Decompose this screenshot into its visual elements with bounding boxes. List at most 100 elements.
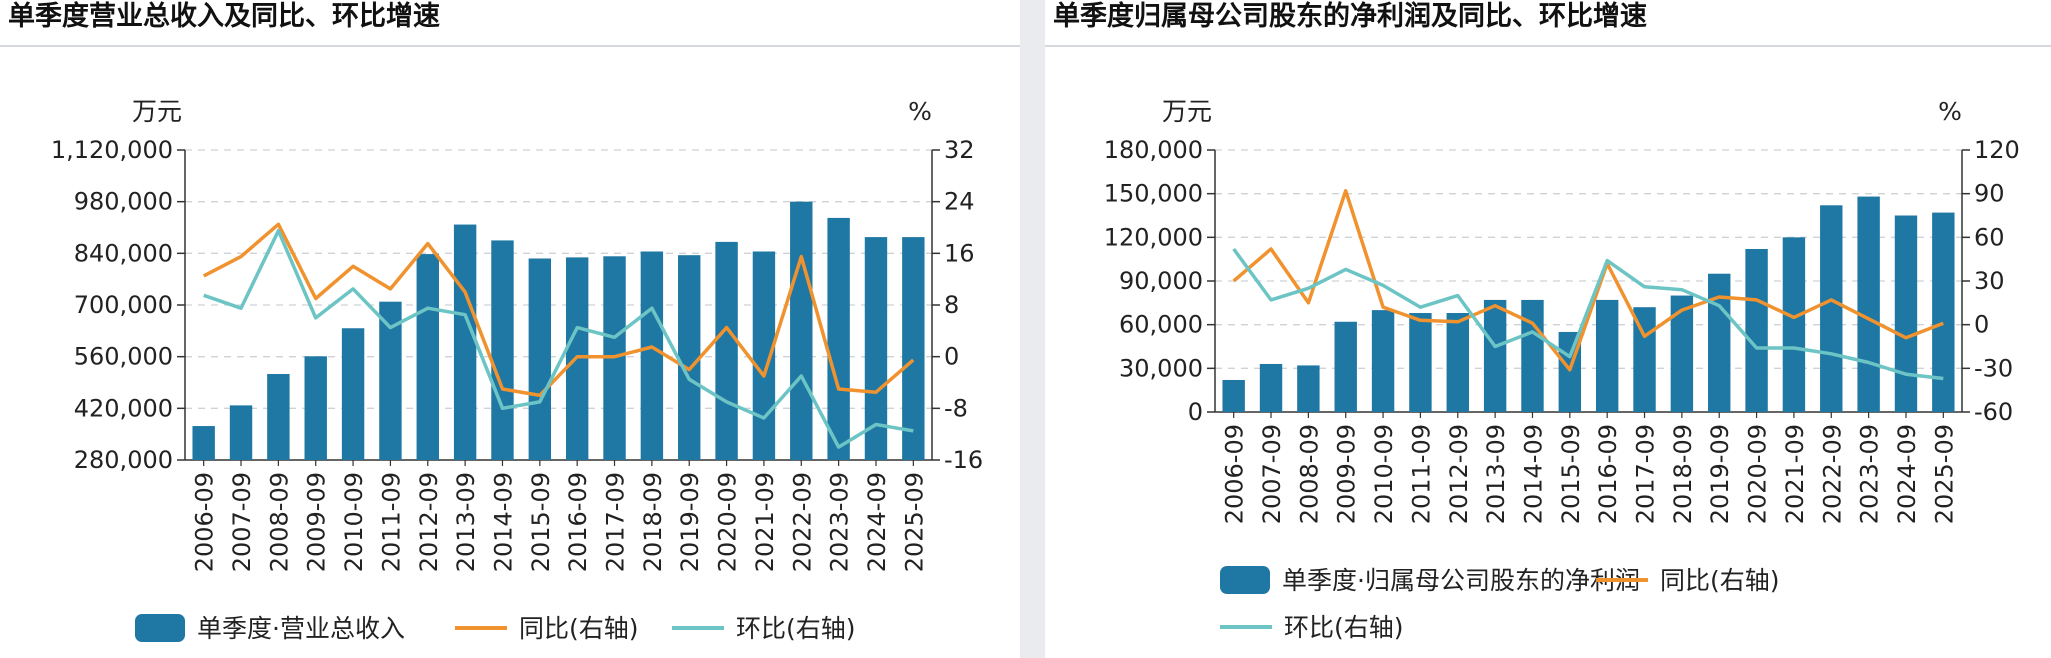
bar <box>1334 321 1357 412</box>
x-tick-label: 2009-09 <box>303 472 331 572</box>
x-tick-label: 2018-09 <box>639 472 667 572</box>
bar <box>902 237 925 460</box>
bar <box>1222 379 1245 412</box>
bar <box>678 255 701 460</box>
x-tick-label: 2021-09 <box>1781 424 1809 524</box>
chart-panel-revenue: 单季度营业总收入及同比、环比增速 280,000 420,000 560,000 70… <box>0 0 1020 658</box>
y-tick-label: 90,000 <box>1119 267 1203 295</box>
y2-tick-label: 60 <box>1974 223 2005 251</box>
revenue-chart: 280,000 420,000 560,000 700,000 840,000 980,0… <box>51 97 983 643</box>
y2-tick-label: 24 <box>944 188 975 216</box>
bar <box>1782 237 1806 412</box>
qoq-line <box>203 228 914 449</box>
title-divider <box>0 45 1020 47</box>
x-tick-label: 2013-09 <box>1482 424 1510 524</box>
legend-label-bar: 单季度·营业总收入 <box>197 614 405 643</box>
y-tick-label: 150,000 <box>1104 180 1203 208</box>
yoy-line <box>1232 189 1944 372</box>
bar <box>1259 363 1283 412</box>
x-tick-label: 2006-09 <box>191 472 219 572</box>
chart-title: 单季度营业总收入及同比、环比增速 <box>8 1 440 32</box>
y-tick-label: 0 <box>1188 398 1203 426</box>
x-tick-label: 2020-09 <box>714 472 742 572</box>
legend-label-yoy: 同比(右轴) <box>1660 566 1780 595</box>
x-tick-label: 2025-09 <box>1930 424 1958 524</box>
x-tick-label: 2011-09 <box>1407 424 1435 524</box>
bar <box>1745 248 1768 412</box>
y-tick-label: 560,000 <box>74 343 173 371</box>
bar <box>1670 295 1694 412</box>
y-tick-label: 120,000 <box>1104 223 1203 251</box>
legend-swatch-bar <box>1220 566 1270 594</box>
x-tick-label: 2016-09 <box>564 472 592 572</box>
bar <box>1521 299 1544 412</box>
x-tick-label: 2011-09 <box>377 472 405 572</box>
y2-tick-label: -8 <box>944 394 968 422</box>
bar <box>1932 212 1955 412</box>
y-tick-label: 980,000 <box>74 188 173 216</box>
bar <box>528 258 552 460</box>
x-tick-label: 2019-09 <box>1706 424 1734 524</box>
bar <box>1708 273 1731 412</box>
x-tick-label: 2007-09 <box>228 472 256 572</box>
x-tick-label: 2014-09 <box>489 472 517 572</box>
bar <box>453 224 477 460</box>
y2-unit-label: % <box>1938 97 1962 126</box>
bar <box>1820 205 1843 412</box>
chart-panel-net-profit: 单季度归属母公司股东的净利润及同比、环比增速 0 30,000 60,000 90,0… <box>1045 0 2051 658</box>
x-tick-label: 2022-09 <box>788 472 816 572</box>
x-tick-label: 2015-09 <box>1557 424 1585 524</box>
x-tick-label: 2023-09 <box>1856 424 1884 524</box>
bar <box>1857 196 1880 412</box>
y-unit-label: 万元 <box>132 97 182 126</box>
bar <box>640 251 664 460</box>
y2-tick-label: -60 <box>1974 398 2013 426</box>
y2-tick-label: 0 <box>944 343 959 371</box>
y2-tick-label: 32 <box>944 136 975 164</box>
bar <box>416 254 439 460</box>
x-tick-label: 2012-09 <box>415 472 443 572</box>
x-tick-label: 2006-09 <box>1221 424 1249 524</box>
y2-tick-label: 30 <box>1974 267 2005 295</box>
x-tick-label: 2010-09 <box>340 472 368 572</box>
bar <box>229 405 253 460</box>
bar <box>491 240 514 460</box>
x-tick-label: 2016-09 <box>1594 424 1622 524</box>
legend-label-qoq: 环比(右轴) <box>1284 613 1404 642</box>
x-tick-label: 2007-09 <box>1258 424 1286 524</box>
bar <box>1483 299 1507 412</box>
x-tick-label: 2008-09 <box>265 472 293 572</box>
bar <box>864 237 888 460</box>
x-tick-label: 2017-09 <box>1632 424 1660 524</box>
legend-label-yoy: 同比(右轴) <box>519 614 639 643</box>
bar <box>341 328 365 460</box>
chart-title: 单季度归属母公司股东的净利润及同比、环比增速 <box>1053 1 1647 32</box>
y-tick-label: 30,000 <box>1119 354 1203 382</box>
y-tick-label: 60,000 <box>1119 311 1203 339</box>
y2-tick-label: 0 <box>1974 311 1989 339</box>
x-tick-label: 2008-09 <box>1295 424 1323 524</box>
bar <box>304 356 327 460</box>
bar <box>192 426 215 460</box>
x-tick-label: 2017-09 <box>602 472 630 572</box>
x-tick-label: 2012-09 <box>1445 424 1473 524</box>
bar <box>267 374 290 460</box>
legend-label-qoq: 环比(右轴) <box>736 614 856 643</box>
bar <box>752 251 776 460</box>
y2-tick-label: 120 <box>1974 136 2020 164</box>
y-tick-label: 180,000 <box>1104 136 1203 164</box>
x-tick-label: 2013-09 <box>452 472 480 572</box>
bar <box>790 201 813 460</box>
x-tick-label: 2019-09 <box>676 472 704 572</box>
x-tick-label: 2009-09 <box>1333 424 1361 524</box>
bar <box>1409 313 1432 412</box>
x-tick-label: 2010-09 <box>1370 424 1398 524</box>
x-tick-label: 2021-09 <box>751 472 779 572</box>
x-tick-label: 2025-09 <box>900 472 928 572</box>
yoy-line <box>202 222 915 398</box>
net-profit-chart: 0 30,000 60,000 90,000 120,000 150,000 180,000… <box>1104 97 2020 642</box>
bar <box>1894 215 1918 412</box>
legend-swatch-bar <box>135 614 185 642</box>
y-unit-label: 万元 <box>1162 97 1212 126</box>
bar <box>1371 310 1395 412</box>
